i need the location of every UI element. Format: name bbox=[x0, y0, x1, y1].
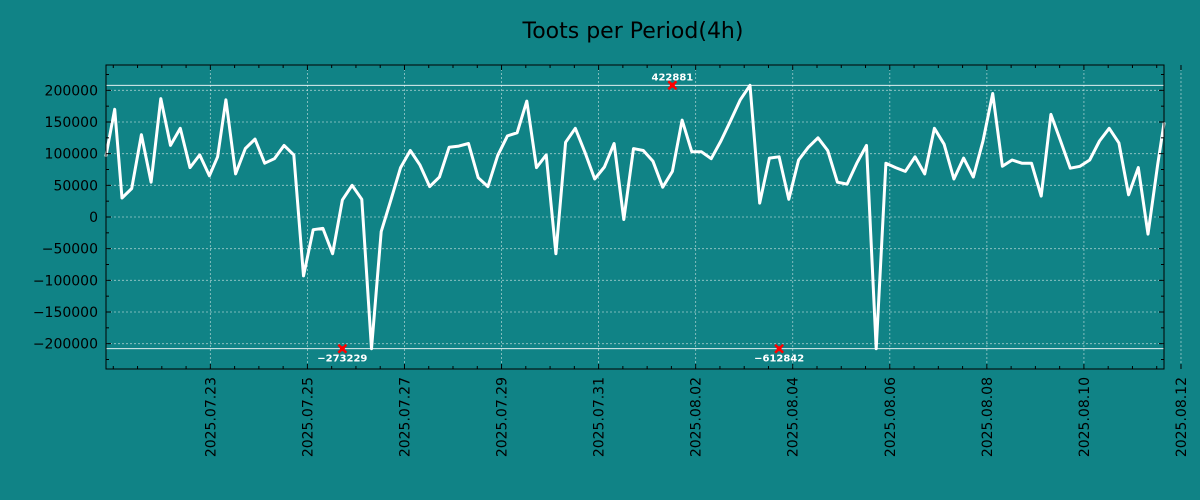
annotation-label: 422881 bbox=[651, 72, 693, 83]
y-axis-ticks: 200000 150000 100000 50000 0 −50000 −100000 −15… bbox=[33, 74, 1164, 360]
x-tick-label: 2025.08.10 bbox=[1077, 377, 1093, 457]
reference-lines bbox=[106, 84, 1164, 350]
x-tick-label: 2025.08.02 bbox=[689, 377, 705, 457]
y-tick-label: 50000 bbox=[53, 178, 98, 194]
extreme-marker-dot bbox=[776, 346, 782, 352]
y-tick-label: −200000 bbox=[33, 337, 98, 353]
x-tick-label: 2025.08.06 bbox=[883, 377, 899, 457]
x-tick-label: 2025.07.25 bbox=[300, 377, 316, 457]
chart-title: Toots per Period(4h) bbox=[522, 19, 744, 44]
y-tick-label: 200000 bbox=[45, 83, 98, 99]
extreme-marker-dot bbox=[339, 346, 345, 352]
annotation-label: −612842 bbox=[754, 354, 804, 365]
y-tick-label: −100000 bbox=[33, 273, 98, 289]
x-tick-label: 2025.08.04 bbox=[786, 377, 802, 457]
x-axis-ticks: 2025.07.23 2025.07.25 2025.07.27 2025.07.29… bbox=[112, 65, 1190, 457]
grid bbox=[106, 65, 1182, 369]
annotations: 422881 −273229 −612842 bbox=[317, 72, 804, 364]
x-tick-label: 2025.07.27 bbox=[397, 377, 413, 457]
y-tick-label: 150000 bbox=[45, 115, 98, 131]
y-tick-label: −150000 bbox=[33, 305, 98, 321]
y-tick-label: 100000 bbox=[45, 147, 98, 163]
x-tick-label: 2025.08.08 bbox=[980, 377, 996, 457]
x-tick-label: 2025.07.23 bbox=[203, 377, 219, 457]
extreme-markers bbox=[337, 80, 785, 354]
x-tick-label: 2025.07.31 bbox=[592, 377, 608, 457]
x-tick-label: 2025.07.29 bbox=[495, 377, 511, 457]
extreme-marker-dot bbox=[669, 82, 675, 88]
y-tick-label: −50000 bbox=[42, 242, 98, 258]
series-line-group bbox=[104, 83, 1166, 351]
series-line-toots bbox=[104, 83, 1166, 351]
x-tick-label: 2025.08.12 bbox=[1174, 377, 1190, 457]
annotation-label: −273229 bbox=[317, 354, 367, 365]
y-tick-label: 0 bbox=[89, 210, 98, 226]
